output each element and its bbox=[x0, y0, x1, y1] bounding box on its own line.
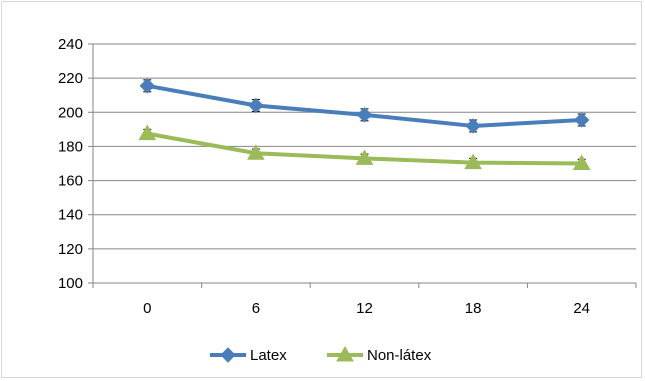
x-axis: 0 6 12 18 24 bbox=[92, 282, 637, 317]
y-axis: 100 120 140 160 180 200 220 240 bbox=[58, 36, 94, 292]
series-0 bbox=[139, 78, 590, 134]
x-tick-label: 6 bbox=[252, 300, 260, 317]
x-tick-label: 18 bbox=[465, 300, 482, 317]
data-point bbox=[248, 97, 264, 114]
data-point bbox=[573, 112, 590, 128]
legend-item: Latex bbox=[210, 347, 287, 364]
legend-swatch-marker bbox=[336, 345, 354, 362]
y-tick-label: 160 bbox=[58, 173, 83, 190]
y-tick-label: 120 bbox=[58, 241, 83, 258]
data-point bbox=[572, 154, 591, 170]
data-point bbox=[465, 118, 481, 134]
data-point bbox=[464, 153, 482, 170]
series-1 bbox=[138, 124, 591, 170]
y-tick-label: 200 bbox=[58, 104, 83, 121]
legend-swatch-marker bbox=[220, 347, 236, 363]
data-point bbox=[138, 124, 157, 141]
legend: Latex Non-látex bbox=[210, 345, 432, 364]
data-point bbox=[356, 107, 373, 123]
data-point bbox=[355, 149, 374, 165]
data-point bbox=[247, 144, 265, 160]
data-point bbox=[139, 78, 156, 94]
x-tick-label: 0 bbox=[143, 300, 151, 317]
x-tick-label: 12 bbox=[356, 300, 373, 317]
legend-item: Non-látex bbox=[327, 345, 432, 364]
y-tick-label: 100 bbox=[58, 275, 83, 292]
y-tick-label: 220 bbox=[58, 70, 83, 87]
y-tick-label: 180 bbox=[58, 138, 83, 155]
series-layer bbox=[138, 78, 591, 170]
y-tick-label: 240 bbox=[58, 36, 83, 53]
legend-label: Latex bbox=[250, 347, 287, 364]
legend-label: Non-látex bbox=[367, 347, 432, 364]
x-tick-label: 24 bbox=[573, 300, 590, 317]
y-tick-label: 140 bbox=[58, 207, 83, 224]
